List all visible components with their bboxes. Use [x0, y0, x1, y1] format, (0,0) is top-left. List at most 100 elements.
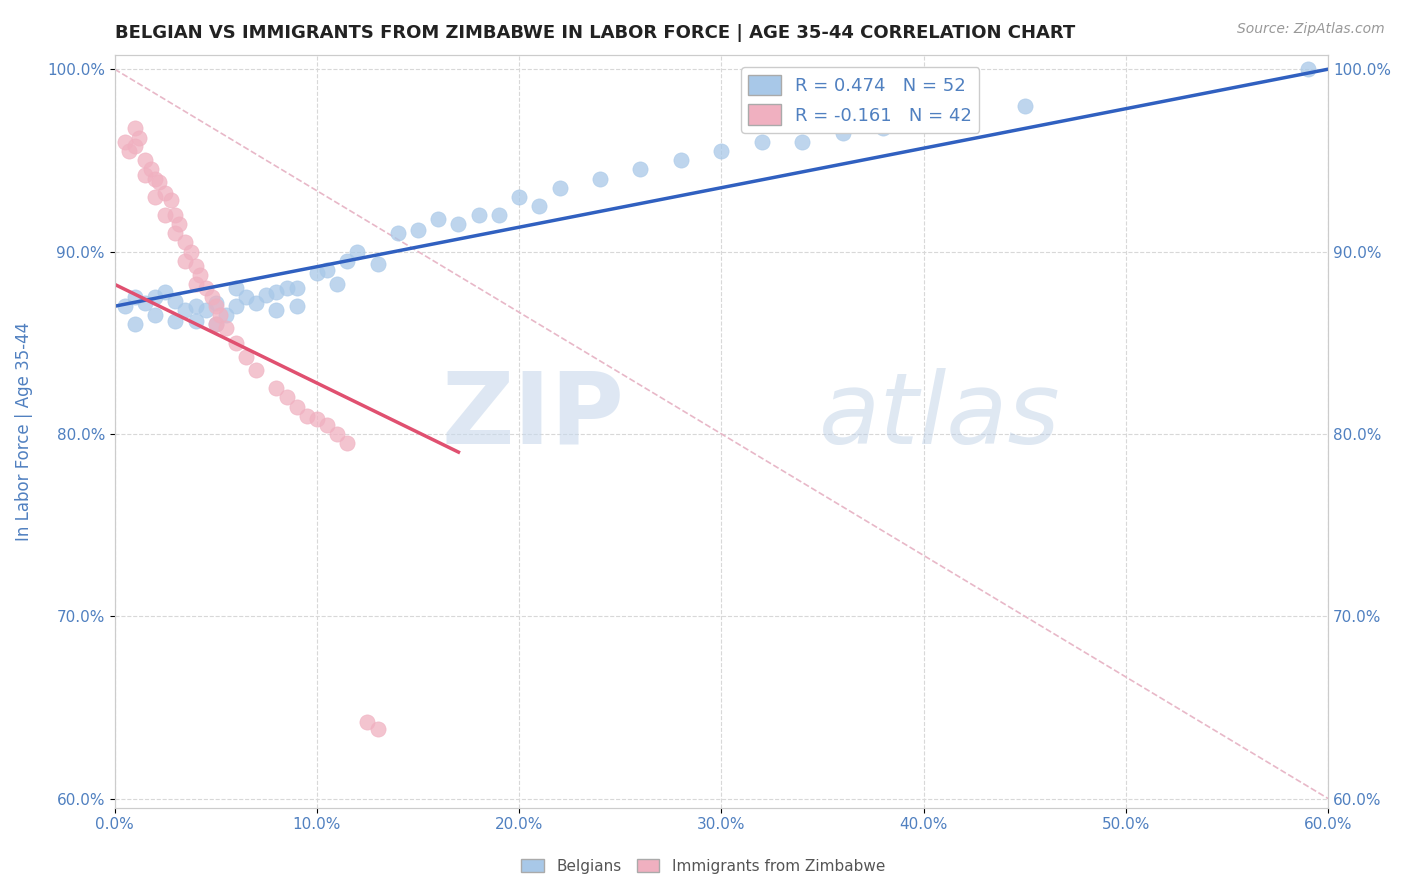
Point	[194, 302, 217, 317]
Point	[124, 138, 146, 153]
Point	[174, 235, 197, 250]
Point	[143, 290, 166, 304]
Point	[160, 194, 183, 208]
Point	[447, 217, 470, 231]
Point	[153, 186, 176, 201]
Point	[174, 253, 197, 268]
Point	[387, 227, 409, 241]
Point	[204, 318, 226, 332]
Point	[276, 281, 298, 295]
Point	[225, 281, 247, 295]
Point	[266, 302, 288, 317]
Point	[169, 217, 191, 231]
Legend: R = 0.474   N = 52, R = -0.161   N = 42: R = 0.474 N = 52, R = -0.161 N = 42	[741, 68, 980, 133]
Point	[165, 208, 187, 222]
Y-axis label: In Labor Force | Age 35-44: In Labor Force | Age 35-44	[15, 322, 32, 541]
Text: ZIP: ZIP	[441, 368, 624, 465]
Point	[215, 309, 238, 323]
Point	[134, 168, 156, 182]
Point	[305, 267, 328, 281]
Point	[184, 259, 207, 273]
Point	[316, 262, 339, 277]
Point	[245, 363, 267, 377]
Point	[427, 211, 450, 226]
Point	[285, 400, 308, 414]
Point	[1296, 62, 1319, 77]
Point	[208, 309, 231, 323]
Point	[204, 295, 226, 310]
Point	[367, 723, 389, 737]
Point	[114, 135, 136, 149]
Point	[305, 412, 328, 426]
Point	[194, 281, 217, 295]
Point	[406, 222, 429, 236]
Point	[204, 299, 226, 313]
Point	[336, 436, 359, 450]
Point	[872, 120, 894, 135]
Point	[367, 257, 389, 271]
Point	[548, 180, 571, 194]
Point	[225, 335, 247, 350]
Point	[153, 285, 176, 299]
Text: Source: ZipAtlas.com: Source: ZipAtlas.com	[1237, 22, 1385, 37]
Point	[153, 208, 176, 222]
Point	[792, 135, 814, 149]
Point	[184, 277, 207, 292]
Point	[201, 290, 224, 304]
Point	[266, 381, 288, 395]
Point	[124, 318, 146, 332]
Point	[165, 293, 187, 308]
Point	[316, 417, 339, 432]
Point	[266, 285, 288, 299]
Point	[710, 145, 733, 159]
Point	[174, 302, 197, 317]
Point	[165, 314, 187, 328]
Point	[285, 299, 308, 313]
Point	[953, 108, 976, 122]
Point	[488, 208, 510, 222]
Point	[139, 162, 162, 177]
Point	[508, 190, 530, 204]
Point	[143, 171, 166, 186]
Text: BELGIAN VS IMMIGRANTS FROM ZIMBABWE IN LABOR FORCE | AGE 35-44 CORRELATION CHART: BELGIAN VS IMMIGRANTS FROM ZIMBABWE IN L…	[115, 24, 1074, 42]
Point	[143, 309, 166, 323]
Point	[215, 321, 238, 335]
Point	[180, 244, 202, 259]
Point	[751, 135, 773, 149]
Point	[184, 299, 207, 313]
Point	[134, 295, 156, 310]
Legend: Belgians, Immigrants from Zimbabwe: Belgians, Immigrants from Zimbabwe	[515, 853, 891, 880]
Point	[148, 175, 170, 189]
Point	[1014, 98, 1036, 112]
Point	[630, 162, 652, 177]
Point	[831, 126, 853, 140]
Point	[235, 290, 257, 304]
Point	[184, 314, 207, 328]
Point	[467, 208, 489, 222]
Point	[245, 295, 267, 310]
Point	[356, 714, 378, 729]
Point	[326, 277, 349, 292]
Point	[225, 299, 247, 313]
Text: atlas: atlas	[818, 368, 1060, 465]
Point	[165, 227, 187, 241]
Point	[124, 290, 146, 304]
Point	[669, 153, 692, 168]
Point	[114, 299, 136, 313]
Point	[336, 253, 359, 268]
Point	[285, 281, 308, 295]
Point	[235, 351, 257, 365]
Point	[143, 190, 166, 204]
Point	[295, 409, 318, 423]
Point	[128, 131, 150, 145]
Point	[188, 268, 211, 283]
Point	[254, 288, 277, 302]
Point	[346, 244, 368, 259]
Point	[529, 199, 551, 213]
Point	[134, 153, 156, 168]
Point	[276, 391, 298, 405]
Point	[118, 145, 141, 159]
Point	[204, 318, 226, 332]
Point	[124, 120, 146, 135]
Point	[326, 426, 349, 441]
